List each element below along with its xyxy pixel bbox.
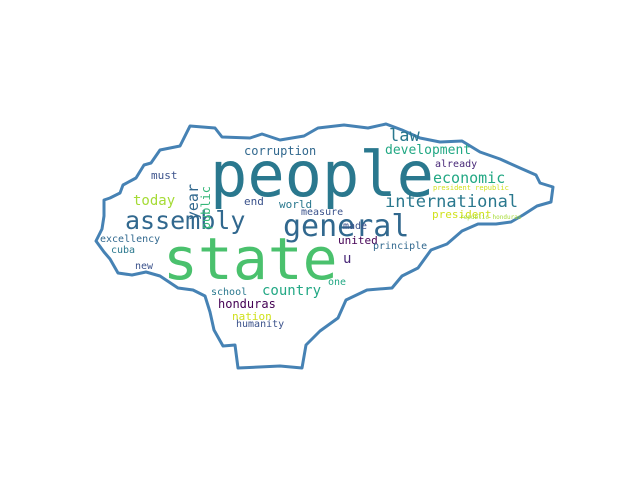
- word-state: state: [163, 225, 338, 293]
- word-general: general: [283, 209, 410, 244]
- word-country: country: [262, 283, 322, 299]
- word-republic-honduras: republic honduras: [460, 214, 522, 221]
- word-one: one: [328, 277, 347, 288]
- word-president-republic: president republic: [433, 184, 509, 192]
- word-end: end: [244, 195, 264, 208]
- word-economic: economic: [433, 169, 506, 187]
- word-excellency: excellency: [100, 234, 161, 245]
- word-law: law: [389, 126, 420, 146]
- word-principle: principle: [373, 241, 428, 252]
- map-outline-path: [94, 122, 555, 370]
- word-public: public: [199, 186, 213, 230]
- word-school: school: [211, 287, 248, 298]
- word-development: development: [385, 143, 472, 158]
- word-people: people: [210, 138, 434, 211]
- word-humanity: humanity: [236, 319, 285, 330]
- word-measure: measure: [301, 207, 344, 218]
- word-corruption: corruption: [244, 144, 317, 158]
- word-president: president: [432, 208, 492, 221]
- word-nation: nation: [232, 310, 272, 323]
- word-honduras: honduras: [218, 297, 276, 311]
- word-new: new: [135, 261, 154, 272]
- word-u: u: [343, 251, 352, 267]
- word-cuba: cuba: [111, 245, 136, 256]
- word-world: world: [279, 198, 313, 211]
- word-made: made: [343, 221, 368, 232]
- word-today: today: [133, 193, 176, 209]
- word-already: already: [435, 159, 478, 170]
- word-assembly: assembly: [125, 206, 246, 235]
- word-international: international: [385, 192, 519, 212]
- word-united: united: [338, 234, 378, 247]
- word-must: must: [151, 169, 178, 182]
